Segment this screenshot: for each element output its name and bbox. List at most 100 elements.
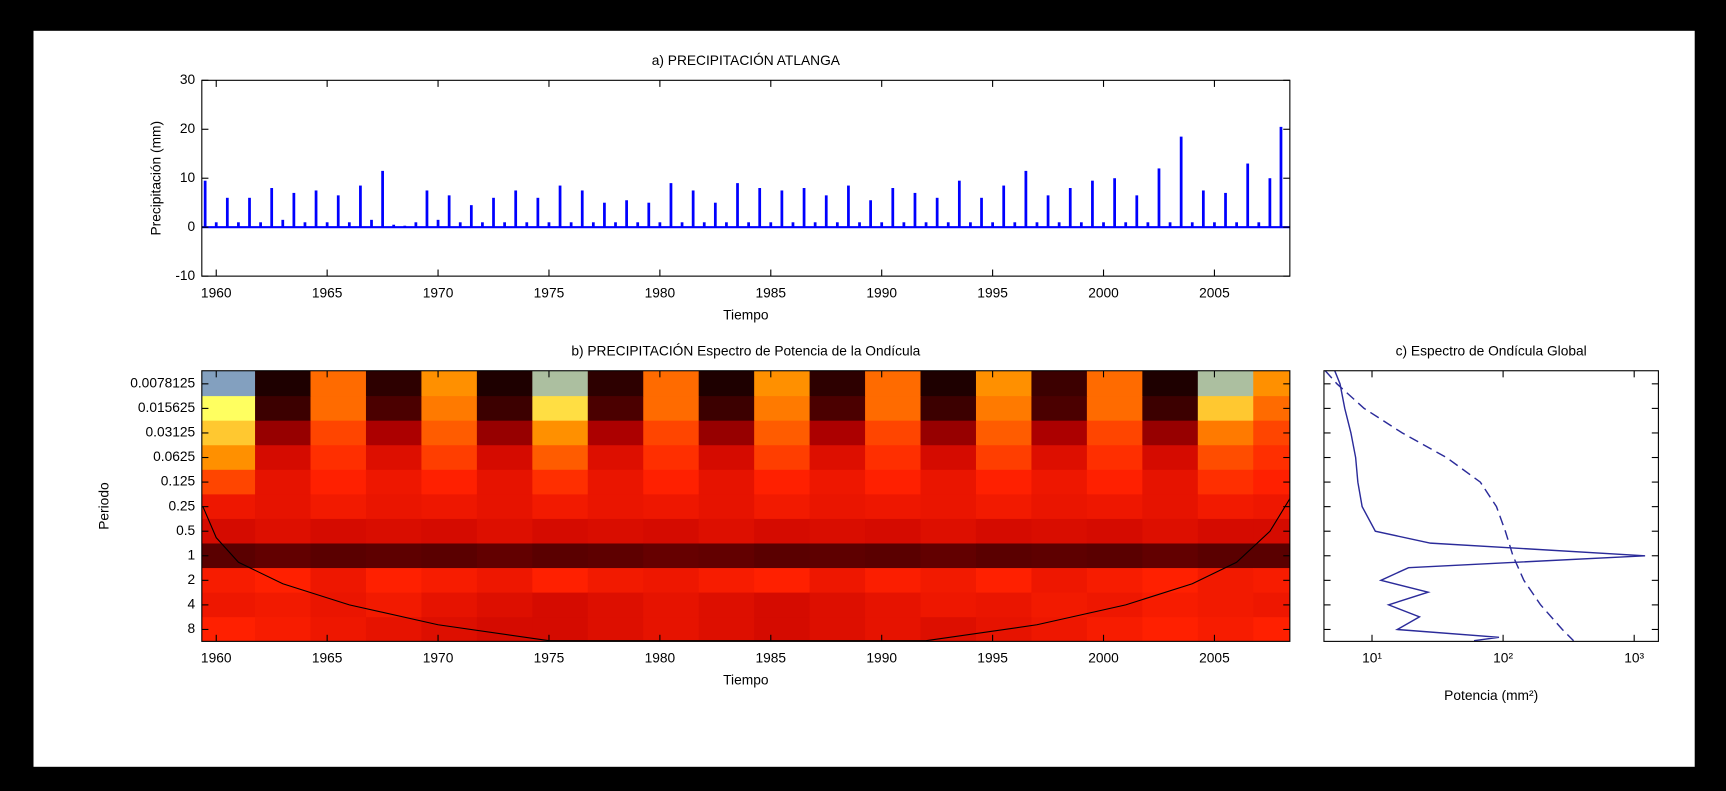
heatmap-cell	[421, 518, 478, 545]
y-tick-label: 0.03125	[146, 425, 196, 440]
heatmap-cell	[1086, 445, 1144, 471]
y-axis-label: Precipitación (mm)	[148, 121, 163, 236]
heatmap-cell	[865, 370, 922, 397]
heatmap-cell	[1197, 445, 1254, 471]
heatmap-cell	[1031, 420, 1088, 446]
heatmap-cell	[587, 543, 644, 569]
heatmap-cell	[975, 396, 1033, 422]
heatmap-cell	[1086, 617, 1144, 642]
x-tick-label: 1990	[866, 285, 897, 300]
x-tick-label: 1970	[423, 651, 454, 666]
heatmap-cell	[809, 543, 866, 569]
heatmap-cell	[643, 543, 700, 569]
heatmap-cell	[201, 370, 256, 397]
heatmap-cell	[643, 370, 700, 397]
x-tick-label: 1980	[645, 285, 676, 300]
x-tick-label: 1965	[312, 651, 343, 666]
heatmap-cell	[698, 445, 755, 471]
heatmap-cell	[1031, 445, 1088, 471]
heatmap-cell	[476, 370, 533, 397]
heatmap-cell	[920, 568, 977, 594]
heatmap-cell	[920, 518, 977, 545]
heatmap-cell	[754, 617, 811, 642]
heatmap-cell	[1031, 543, 1088, 569]
heatmap-cell	[643, 568, 700, 594]
heatmap-cell	[201, 420, 256, 446]
heatmap-cell	[201, 543, 256, 569]
heatmap-cell	[476, 518, 533, 545]
heatmap-cell	[532, 543, 589, 569]
x-tick-label: 1960	[201, 285, 232, 300]
heatmap-cell	[532, 420, 589, 446]
heatmap-cell	[975, 568, 1033, 594]
heatmap-cell	[421, 592, 478, 618]
heatmap-cell	[1031, 592, 1088, 618]
x-tick-label: 10³	[1624, 651, 1644, 666]
x-tick-label: 1960	[201, 651, 232, 666]
heatmap-cell	[1197, 494, 1254, 520]
y-tick-label: 2	[188, 572, 196, 587]
heatmap-cell	[754, 592, 811, 618]
heatmap-cell	[698, 543, 755, 569]
heatmap-cell	[365, 518, 423, 545]
heatmap-cell	[1197, 420, 1254, 446]
heatmap-cell	[865, 445, 922, 471]
heatmap-cell	[476, 445, 533, 471]
heatmap-cell	[698, 396, 755, 422]
heatmap-cell	[421, 568, 478, 594]
heatmap-cell	[310, 518, 367, 545]
heatmap-cell	[1086, 568, 1144, 594]
heatmap-cell	[532, 370, 589, 397]
heatmap-cell	[255, 445, 312, 471]
heatmap-cell	[920, 592, 977, 618]
heatmap-cell	[1142, 568, 1199, 594]
heatmap-cell	[255, 592, 312, 618]
heatmap-cell	[310, 617, 367, 642]
y-tick-label: 0.0078125	[130, 375, 195, 390]
heatmap-cell	[809, 469, 866, 496]
heatmap-cell	[975, 592, 1033, 618]
heatmap-cell	[1086, 494, 1144, 520]
heatmap-cell	[587, 518, 644, 545]
heatmap-cell	[809, 396, 866, 422]
heatmap-cell	[920, 420, 977, 446]
x-tick-label: 1990	[866, 651, 897, 666]
y-tick-label: 0.125	[161, 474, 196, 489]
heatmap-cell	[1197, 592, 1254, 618]
heatmap-cell	[421, 494, 478, 520]
heatmap-cell	[809, 370, 866, 397]
heatmap-cell	[643, 469, 700, 496]
heatmap-cell	[365, 420, 423, 446]
heatmap-cell	[643, 518, 700, 545]
heatmap-cell	[587, 592, 644, 618]
heatmap-cell	[1086, 543, 1144, 569]
heatmap-cell	[421, 543, 478, 569]
heatmap-cell	[310, 543, 367, 569]
heatmap-cell	[698, 370, 755, 397]
heatmap-cell	[1142, 494, 1199, 520]
heatmap-cell	[365, 396, 423, 422]
heatmap-cell	[365, 469, 423, 496]
heatmap-cell	[365, 494, 423, 520]
heatmap-cell	[365, 445, 423, 471]
heatmap-cell	[310, 445, 367, 471]
heatmap-cell	[920, 396, 977, 422]
heatmap-cell	[201, 592, 256, 618]
heatmap-cell	[809, 518, 866, 545]
heatmap-cell	[920, 370, 977, 397]
heatmap-cell	[698, 469, 755, 496]
heatmap-cell	[255, 518, 312, 545]
heatmap-cell	[587, 568, 644, 594]
heatmap-cell	[1086, 592, 1144, 618]
heatmap-cell	[201, 518, 256, 545]
heatmap-cell	[1031, 518, 1088, 545]
heatmap-cell	[865, 469, 922, 496]
x-tick-label: 1995	[977, 651, 1008, 666]
heatmap-cell	[310, 494, 367, 520]
x-tick-label: 2005	[1199, 651, 1230, 666]
heatmap-cell	[698, 568, 755, 594]
heatmap-cell	[920, 469, 977, 496]
heatmap-cell	[698, 617, 755, 642]
spectrum-line	[1324, 370, 1575, 642]
heatmap-cell	[365, 543, 423, 569]
